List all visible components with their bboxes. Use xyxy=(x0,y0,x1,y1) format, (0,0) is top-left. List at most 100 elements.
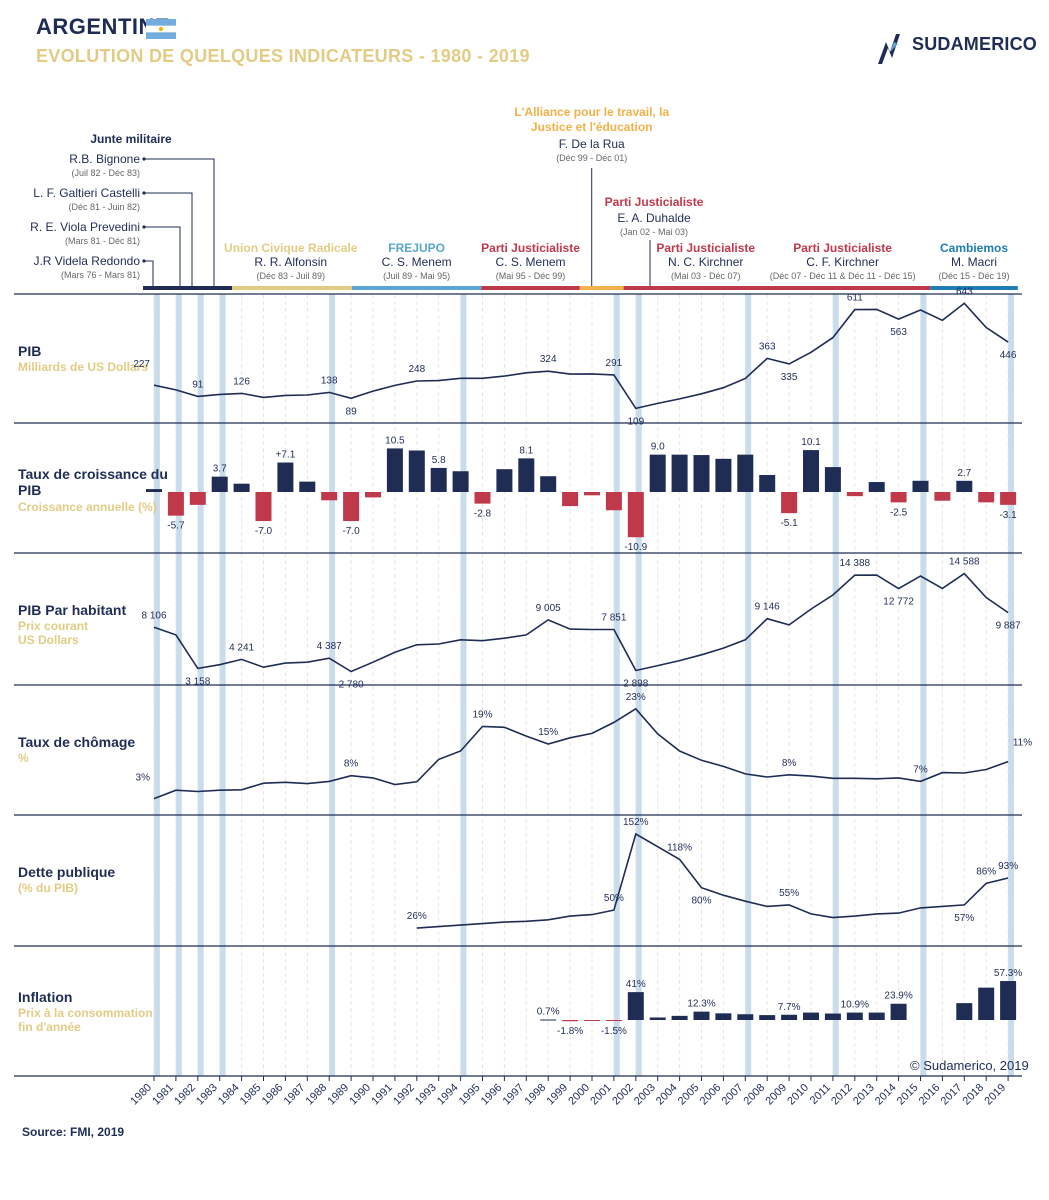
period-dates: (Mai 95 - Déc 99) xyxy=(496,271,566,281)
period-dates: (Jan 02 - Mai 03) xyxy=(620,227,688,237)
data-label: 227 xyxy=(133,359,150,370)
government-band xyxy=(579,286,624,290)
party-label: Justice et l'éducation xyxy=(531,120,653,134)
data-label: 3 158 xyxy=(185,676,210,687)
leader-label: C. S. Menem xyxy=(382,255,452,269)
party-label: FREJUPO xyxy=(388,241,445,255)
leader-label: F. De la Rua xyxy=(559,137,625,151)
bar xyxy=(956,480,973,492)
data-label: 611 xyxy=(847,293,863,304)
bar xyxy=(759,1015,776,1020)
data-label: +7.1 xyxy=(276,450,296,461)
data-label: 2.7 xyxy=(957,468,971,479)
party-label: Parti Justicialiste xyxy=(605,195,704,209)
x-tick-label: 1990 xyxy=(347,1082,373,1108)
panel-subtitle: Croissance annuelle (%) xyxy=(18,500,157,514)
logo-text: SUDAMERICO xyxy=(912,34,1038,54)
period-dates: (Juil 89 - Mai 95) xyxy=(383,271,450,281)
bar xyxy=(627,492,644,538)
x-tick-label: 2015 xyxy=(895,1082,921,1108)
bar xyxy=(562,492,579,507)
x-tick-label: 2004 xyxy=(654,1082,680,1108)
bar xyxy=(846,1012,863,1020)
data-label: 5.8 xyxy=(432,455,446,466)
x-tick-label: 1989 xyxy=(325,1082,351,1108)
data-label: 335 xyxy=(781,372,798,383)
x-tick-label: 1994 xyxy=(435,1082,461,1108)
data-label: -1.8% xyxy=(557,1026,583,1037)
x-tick-label: 1985 xyxy=(238,1082,264,1108)
x-tick-label: 1992 xyxy=(391,1082,417,1108)
bar xyxy=(277,462,294,492)
x-tick-label: 2018 xyxy=(961,1082,987,1108)
data-label: 138 xyxy=(321,375,338,386)
leader-label: E. A. Duhalde xyxy=(617,211,691,225)
data-label: 15% xyxy=(538,727,558,738)
data-label: 291 xyxy=(606,358,623,369)
bar xyxy=(846,492,863,497)
bar xyxy=(737,454,754,492)
bar xyxy=(671,454,688,492)
government-band xyxy=(229,286,353,290)
data-label: 11% xyxy=(1013,738,1032,749)
series-line xyxy=(416,832,1009,929)
panel-title: PIB Par habitant xyxy=(18,602,126,618)
junta-member-dates: (Juil 82 - Déc 83) xyxy=(71,168,140,178)
bar xyxy=(693,455,710,492)
data-label: -2.8 xyxy=(474,509,492,520)
series-line xyxy=(153,572,1009,673)
bar xyxy=(299,481,316,492)
sudamerico-logo-icon xyxy=(878,34,900,64)
bar xyxy=(584,492,600,496)
data-label: 50% xyxy=(604,893,624,904)
copyright-text: © Sudamerico, 2019 xyxy=(910,1058,1029,1073)
government-band xyxy=(755,286,931,290)
bar xyxy=(255,492,272,522)
data-label: 41% xyxy=(626,979,646,990)
data-label: 12.3% xyxy=(687,999,715,1010)
data-label: -7.0 xyxy=(255,526,273,537)
junta-connector xyxy=(144,260,154,286)
data-label: 248 xyxy=(408,364,425,375)
x-tick-label: 2005 xyxy=(676,1082,702,1108)
bar xyxy=(474,492,491,504)
bar xyxy=(386,448,403,492)
junta-member-name: J.R Videla Redondo xyxy=(33,254,140,268)
x-tick-label: 1984 xyxy=(216,1082,242,1108)
x-tick-label: 1999 xyxy=(544,1082,570,1108)
bar xyxy=(781,1014,798,1020)
bar xyxy=(868,1012,885,1020)
government-band xyxy=(481,286,580,290)
data-label: 10.5 xyxy=(385,435,405,446)
leader-label: C. F. Kirchner xyxy=(806,255,879,269)
data-label: 8 106 xyxy=(141,610,166,621)
x-tick-label: 1993 xyxy=(413,1082,439,1108)
data-label: 19% xyxy=(472,709,492,720)
data-label: 8% xyxy=(344,759,359,770)
bar xyxy=(146,489,162,492)
bar xyxy=(365,492,381,498)
bar xyxy=(562,1020,579,1022)
bar xyxy=(430,467,447,492)
panel-subtitle: Prix à la consommation xyxy=(18,1006,153,1020)
x-tick-label: 2017 xyxy=(939,1082,965,1108)
bar xyxy=(671,1015,688,1020)
bar xyxy=(868,482,885,492)
data-label: 152% xyxy=(623,817,649,828)
data-label: 2 898 xyxy=(623,679,648,690)
bar xyxy=(824,1013,841,1020)
panel-subtitle: (% du PIB) xyxy=(18,881,78,895)
bar xyxy=(890,1003,907,1020)
data-label: 93% xyxy=(998,861,1018,872)
data-label: 3.7 xyxy=(213,464,227,475)
data-label: 3% xyxy=(136,773,151,784)
x-tick-label: 2019 xyxy=(982,1082,1008,1108)
government-band xyxy=(930,286,1018,290)
party-label: Union Civique Radicale xyxy=(224,241,358,255)
bar xyxy=(912,480,929,492)
page-subtitle: EVOLUTION DE QUELQUES INDICATEURS - 1980… xyxy=(36,46,530,66)
junta-member-dates: (Déc 81 - Juin 82) xyxy=(68,202,140,212)
data-label: 2 780 xyxy=(339,680,364,691)
x-tick-label: 1980 xyxy=(128,1082,154,1108)
bar xyxy=(211,476,228,492)
